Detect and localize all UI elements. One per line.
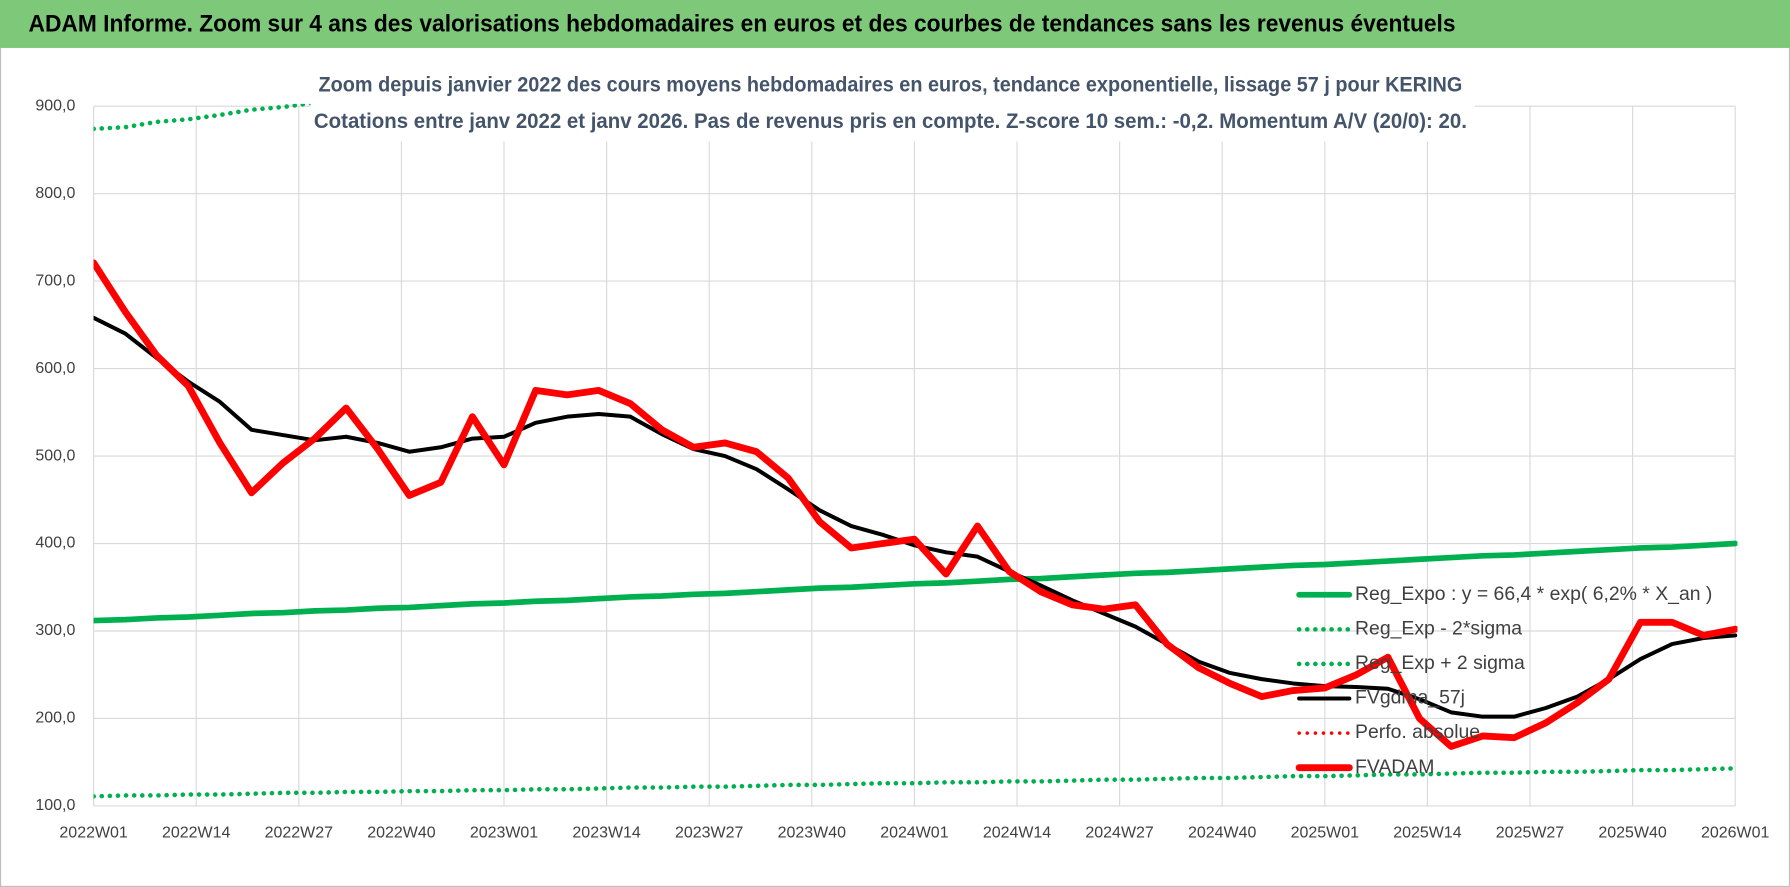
x-tick-label: 2023W14: [572, 825, 640, 842]
y-tick-label: 900,0: [35, 97, 75, 114]
x-tick-label: 2022W14: [162, 825, 230, 842]
legend: Reg_Expo : y = 66,4 * exp( 6,2% * X_an )…: [1295, 583, 1712, 778]
legend-label: Perfo. absolue: [1355, 721, 1480, 743]
series-line: [93, 259, 1738, 750]
x-tick-label: 2022W40: [367, 825, 435, 842]
plot: [93, 103, 1738, 799]
header-bar: [0, 0, 1790, 48]
x-tick-label: 2023W01: [470, 825, 538, 842]
x-tick-label: 2025W14: [1393, 825, 1461, 842]
y-tick-label: 400,0: [35, 535, 75, 552]
x-tick-label: 2024W27: [1085, 825, 1153, 842]
x-tick-label: 2025W01: [1291, 825, 1359, 842]
y-tick-label: 100,0: [35, 797, 75, 814]
x-tick-label: 2024W40: [1188, 825, 1256, 842]
legend-label: FVADAM: [1355, 756, 1434, 778]
x-tick-label: 2025W27: [1496, 825, 1564, 842]
title-box: [310, 66, 1475, 142]
x-tick-label: 2022W01: [59, 825, 127, 842]
series-line: [93, 540, 1738, 624]
y-tick-label: 600,0: [35, 360, 75, 377]
y-tick-label: 300,0: [35, 622, 75, 639]
x-tick-label: 2023W40: [778, 825, 846, 842]
chart-subtitle: Cotations entre janv 2022 et janv 2026. …: [314, 108, 1467, 133]
header-title: ADAM Informe. Zoom sur 4 ans des valoris…: [29, 10, 1456, 37]
x-tick-label: 2024W01: [880, 825, 948, 842]
x-tick-label: 2025W40: [1598, 825, 1666, 842]
legend-label: Reg_Exp + 2 sigma: [1355, 652, 1525, 674]
legend-label: Reg_Expo : y = 66,4 * exp( 6,2% * X_an ): [1355, 583, 1712, 605]
series-line: [93, 766, 1738, 799]
x-tick-label: 2022W27: [265, 825, 333, 842]
x-tick-label: 2024W14: [983, 825, 1051, 842]
legend-label: Reg_Exp - 2*sigma: [1355, 617, 1522, 639]
chart-title: Zoom depuis janvier 2022 des cours moyen…: [319, 71, 1463, 96]
y-tick-label: 200,0: [35, 710, 75, 727]
x-tick-label: 2023W27: [675, 825, 743, 842]
x-tick-label: 2026W01: [1701, 825, 1769, 842]
y-tick-label: 700,0: [35, 272, 75, 289]
legend-label: FVgdma_57j: [1355, 687, 1465, 709]
y-tick-label: 500,0: [35, 447, 75, 464]
y-tick-label: 800,0: [35, 185, 75, 202]
